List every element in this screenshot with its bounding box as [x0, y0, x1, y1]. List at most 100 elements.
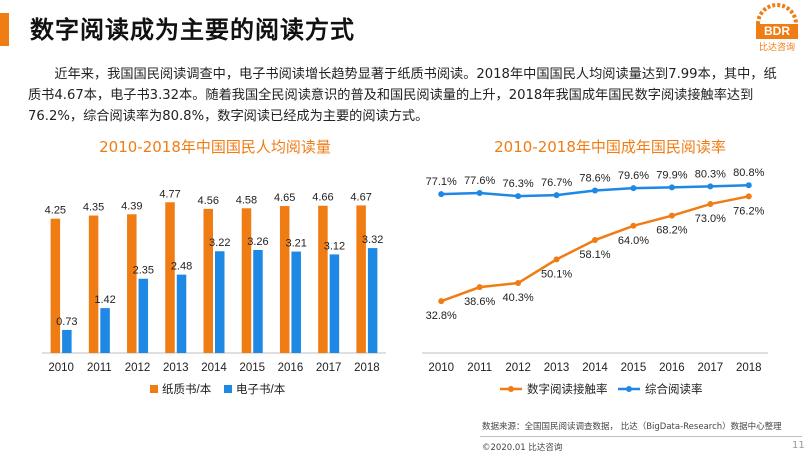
title-accent-bar	[0, 13, 9, 46]
line-value-label: 38.6%	[464, 296, 495, 308]
bar-paper-2015	[241, 208, 252, 353]
intro-paragraph: 近年来，我国国民阅读调查中，电子书阅读增长趋势显著于纸质书阅读。2018年中国国…	[28, 67, 777, 124]
bar-x-tick-label: 2014	[201, 362, 227, 374]
bar-value-label: 2.35	[133, 265, 154, 277]
bar-ebook-2012	[138, 278, 149, 353]
bar-x-tick-label: 2011	[87, 362, 112, 374]
line-x-tick-label: 2014	[582, 362, 608, 374]
bar-legend-label: 纸质书/本	[162, 382, 212, 396]
bar-paper-2011	[88, 215, 99, 353]
line-point-digital-2018	[745, 193, 752, 200]
line-x-tick-label: 2018	[736, 362, 762, 374]
bar-value-label: 3.32	[362, 234, 383, 246]
bar-value-label: 4.66	[312, 192, 333, 204]
line-x-tick-label: 2011	[467, 362, 492, 374]
bar-paper-2010	[50, 218, 61, 353]
line-value-label: 68.2%	[656, 225, 687, 237]
line-point-overall-2010	[438, 191, 445, 198]
line-point-digital-2010	[438, 298, 445, 305]
line-point-digital-2012	[515, 280, 522, 287]
bar-value-label: 3.21	[285, 238, 306, 250]
bar-value-label: 0.73	[56, 316, 77, 328]
line-x-tick-label: 2012	[505, 362, 531, 374]
bar-x-tick-label: 2013	[163, 362, 189, 374]
bar-value-label: 4.56	[198, 195, 219, 207]
logo-arc-icon	[756, 3, 798, 25]
line-chart-title: 2010-2018年中国成年国民阅读率	[494, 138, 726, 156]
line-point-digital-2013	[553, 256, 560, 263]
bar-ebook-2017	[329, 254, 340, 353]
bar-value-label: 4.58	[236, 194, 257, 206]
line-point-overall-2012	[515, 193, 522, 200]
line-point-overall-2013	[553, 192, 560, 199]
bar-legend-label: 电子书/本	[236, 382, 286, 396]
bar-value-label: 3.26	[247, 236, 268, 248]
line-value-label: 78.6%	[579, 173, 610, 185]
logo-badge: BDR	[756, 24, 798, 39]
line-point-overall-2017	[707, 183, 714, 190]
bar-legend-swatch	[224, 385, 232, 393]
line-x-tick-label: 2017	[698, 362, 724, 374]
bar-paper-2012	[127, 214, 137, 353]
bar-x-tick-label: 2017	[316, 362, 342, 374]
page-number: 11	[792, 440, 805, 451]
line-point-overall-2015	[630, 185, 637, 192]
bar-chart-title: 2010-2018年中国国民人均阅读量	[99, 138, 331, 156]
line-value-label: 77.1%	[426, 176, 457, 188]
bar-value-label: 4.65	[274, 192, 295, 204]
bar-value-label: 3.12	[324, 240, 345, 252]
bar-value-label: 1.42	[94, 294, 115, 306]
bar-value-label: 4.67	[350, 191, 371, 203]
line-value-label: 79.9%	[656, 169, 687, 181]
bar-ebook-2016	[291, 251, 301, 353]
line-x-tick-label: 2015	[621, 362, 647, 374]
bar-value-label: 2.48	[171, 261, 192, 273]
bar-value-label: 4.77	[159, 188, 180, 200]
line-legend-marker	[508, 386, 514, 392]
line-value-label: 32.8%	[426, 310, 457, 322]
line-value-label: 64.0%	[618, 235, 649, 247]
line-value-label: 76.7%	[541, 177, 572, 189]
line-legend-label: 综合阅读率	[645, 382, 703, 396]
bar-ebook-2010	[62, 329, 72, 353]
line-x-tick-label: 2010	[428, 362, 454, 374]
line-point-overall-2018	[745, 182, 752, 189]
line-value-label: 40.3%	[503, 292, 534, 304]
line-point-digital-2017	[707, 201, 714, 208]
bar-value-label: 4.35	[83, 202, 104, 214]
bar-value-label: 3.22	[209, 237, 230, 249]
line-value-label: 50.1%	[541, 268, 572, 280]
page-title: 数字阅读成为主要的阅读方式	[30, 16, 355, 44]
line-point-overall-2016	[668, 184, 675, 191]
bar-ebook-2015	[253, 249, 263, 353]
bar-x-tick-label: 2012	[125, 362, 151, 374]
line-value-label: 76.3%	[503, 178, 534, 190]
line-value-label: 80.8%	[733, 167, 764, 179]
bar-legend-swatch	[150, 385, 158, 393]
line-legend-label: 数字阅读接触率	[527, 382, 608, 396]
bar-paper-2014	[203, 208, 213, 353]
line-point-digital-2011	[476, 284, 483, 291]
bar-x-tick-label: 2015	[239, 362, 265, 374]
line-legend-marker	[626, 386, 632, 392]
line-x-tick-label: 2016	[659, 362, 685, 374]
bar-ebook-2011	[100, 308, 110, 353]
line-point-overall-2014	[592, 187, 598, 194]
bar-paper-2017	[318, 205, 328, 353]
copyright-text: ©2020.01 比达咨询	[482, 443, 563, 453]
line-x-tick-label: 2013	[544, 362, 570, 374]
bar-x-tick-label: 2018	[354, 362, 380, 374]
line-point-digital-2015	[630, 222, 637, 229]
bdr-logo: BDR 比达咨询	[752, 2, 802, 53]
bar-paper-2013	[165, 202, 175, 353]
line-point-overall-2011	[476, 189, 483, 196]
bar-ebook-2018	[367, 248, 378, 353]
line-point-digital-2014	[592, 237, 598, 244]
bar-paper-2018	[356, 205, 366, 353]
bar-value-label: 4.39	[121, 200, 142, 212]
line-value-label: 79.6%	[618, 170, 649, 182]
data-source-note: 数据来源：全国国民阅读调查数据， 比达（BigData-Research）数据中…	[482, 422, 782, 432]
bar-x-tick-label: 2016	[278, 362, 304, 374]
